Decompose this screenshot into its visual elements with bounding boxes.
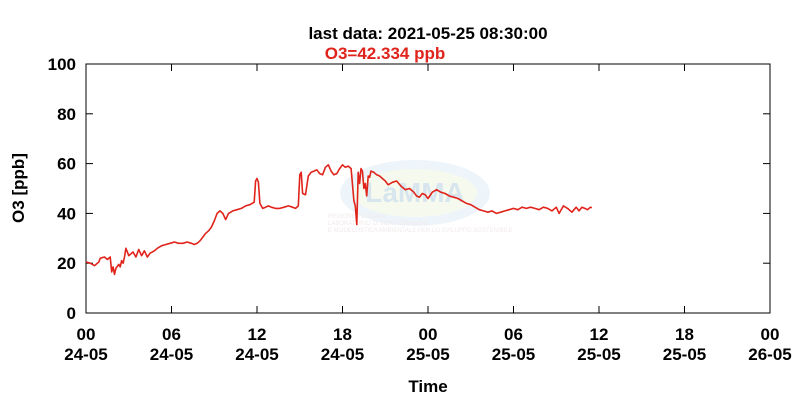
x-tick-date-label: 25-05: [406, 345, 449, 364]
watermark-line-2: LABORATORIO DI MONITORAGGIO: [328, 221, 428, 227]
y-tick-label: 40: [57, 204, 76, 223]
x-tick-time-label: 12: [248, 325, 267, 344]
x-tick-date-label: 24-05: [321, 345, 364, 364]
series-layer: [85, 164, 593, 276]
x-tick-date-label: 25-05: [663, 345, 706, 364]
x-tick-time-label: 00: [419, 325, 438, 344]
latest-value-readout: O3=42.334 ppb: [325, 44, 445, 63]
x-tick-time-label: 06: [162, 325, 181, 344]
y-tick-label: 80: [57, 105, 76, 124]
o3-series-line: [85, 164, 593, 276]
y-axis-label: O3 [ppb]: [9, 153, 28, 223]
x-tick-date-label: 26-05: [748, 345, 791, 364]
lamma-watermark-logo: LaMMA REGIONE TOSCANA LABORATORIO DI MON…: [328, 160, 513, 234]
chart-title: last data: 2021-05-25 08:30:00: [308, 24, 547, 43]
x-tick-date-label: 25-05: [492, 345, 535, 364]
y-axis-ticks: 0 20 40 60 80 100: [48, 55, 770, 323]
x-tick-time-label: 12: [590, 325, 609, 344]
x-tick-date-label: 24-05: [235, 345, 278, 364]
x-tick-time-label: 18: [333, 325, 352, 344]
x-tick-time-label: 18: [675, 325, 694, 344]
x-tick-time-label: 06: [504, 325, 523, 344]
x-tick-date-label: 25-05: [577, 345, 620, 364]
y-tick-label: 60: [57, 155, 76, 174]
y-tick-label: 0: [67, 304, 76, 323]
x-tick-date-label: 24-05: [64, 345, 107, 364]
watermark-line-3: E MODELLISTICA AMBIENTALE PER LO SVILUPP…: [328, 228, 513, 234]
x-tick-time-label: 00: [77, 325, 96, 344]
x-tick-time-label: 00: [761, 325, 780, 344]
y-tick-label: 100: [48, 55, 76, 74]
y-tick-label: 20: [57, 254, 76, 273]
x-axis-ticks: 0024-050624-051224-051824-050025-050625-…: [64, 64, 792, 364]
x-tick-date-label: 24-05: [150, 345, 193, 364]
x-axis-label: Time: [408, 377, 447, 396]
